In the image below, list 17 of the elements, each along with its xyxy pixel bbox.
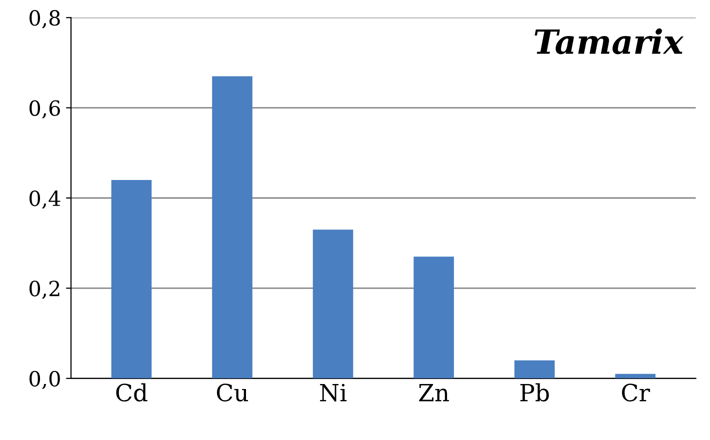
y-tick-label: 0,0 (30, 370, 60, 390)
bar (111, 180, 152, 378)
x-tick-label: Cr (622, 384, 650, 402)
bar (514, 360, 555, 378)
x-tick-label: Zn (419, 384, 449, 402)
x-tick-label: Cd (116, 383, 148, 402)
bar (312, 230, 354, 378)
y-tick-label: 0,8 (30, 10, 60, 28)
x-tick-label: Cu (216, 384, 248, 402)
bar (414, 256, 454, 378)
bar (212, 76, 252, 378)
y-tick-label: 0,2 (30, 280, 60, 299)
y-tick-label: 0,4 (30, 190, 60, 209)
chart-title: Tamarix (534, 28, 684, 54)
x-tick-label: Pb (520, 383, 549, 402)
y-tick-label: 0,6 (30, 100, 60, 119)
x-tick-label: Ni (320, 384, 347, 402)
